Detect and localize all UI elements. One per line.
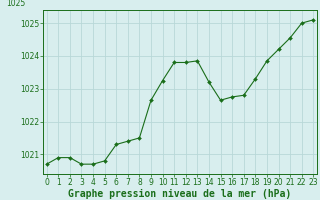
X-axis label: Graphe pression niveau de la mer (hPa): Graphe pression niveau de la mer (hPa) [68,189,292,199]
Text: 1025: 1025 [6,0,26,8]
